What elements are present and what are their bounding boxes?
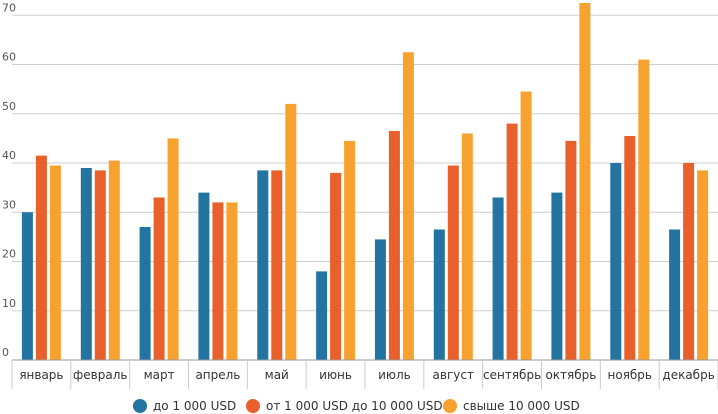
legend: до 1 000 USD от 1 000 USD до 10 000 USD св… (133, 399, 580, 413)
bar (579, 3, 591, 360)
bars (21, 3, 709, 361)
bar (520, 91, 532, 360)
bar (683, 163, 695, 360)
y-tick-label: 60 (2, 51, 16, 64)
bar (330, 172, 342, 360)
y-tick-labels: 0 10 20 30 40 50 60 70 (2, 1, 16, 359)
legend-swatch (246, 399, 260, 413)
x-tick-label: февраль (73, 368, 127, 382)
bar (551, 192, 563, 360)
bar (139, 227, 151, 360)
bar (461, 133, 473, 360)
y-tick-label: 20 (2, 248, 16, 261)
y-tick-label: 0 (2, 346, 9, 359)
x-tick-label: сентябрь (483, 368, 541, 382)
x-tick-label: октябрь (545, 368, 596, 382)
x-tick-label: июнь (319, 368, 352, 382)
legend-label: свыше 10 000 USD (463, 399, 580, 413)
bar (565, 140, 577, 360)
bar (492, 197, 504, 360)
bar (212, 202, 224, 360)
bar (94, 170, 106, 360)
bar (447, 165, 459, 360)
y-tick-label: 50 (2, 100, 16, 113)
bar (271, 170, 283, 360)
bar (506, 123, 518, 360)
legend-label: до 1 000 USD (153, 399, 236, 413)
bar (285, 103, 297, 361)
x-tick-label: май (265, 368, 289, 382)
bar (226, 202, 238, 360)
legend-swatch (443, 399, 457, 413)
bar (433, 229, 445, 360)
bar (669, 229, 681, 360)
legend-label: от 1 000 USD до 10 000 USD (266, 399, 443, 413)
y-tick-label: 40 (2, 149, 16, 162)
x-tick-label: апрель (195, 368, 240, 382)
bar (49, 165, 61, 360)
bar (35, 155, 47, 360)
bar (21, 212, 33, 360)
y-tick-label: 30 (2, 198, 16, 211)
x-tick-label: ноябрь (608, 368, 653, 382)
bar (167, 138, 179, 360)
bar (80, 168, 92, 360)
bar (624, 136, 636, 360)
bar (153, 197, 165, 360)
bar (374, 239, 386, 360)
bar (697, 170, 709, 360)
x-tick-label: январь (19, 368, 63, 382)
bar (316, 271, 328, 360)
bar (638, 59, 650, 360)
x-tick-label: август (433, 368, 474, 382)
bar (388, 131, 400, 360)
bar (610, 163, 622, 360)
grid-lines (12, 14, 718, 312)
bar (344, 140, 356, 360)
bar (198, 192, 210, 360)
bar (108, 160, 120, 360)
y-tick-label: 70 (2, 1, 16, 14)
bar (257, 170, 269, 360)
y-tick-label: 10 (2, 297, 16, 310)
x-tick-label: март (144, 368, 175, 382)
x-tick-label: июль (378, 368, 411, 382)
x-tick-label: декабрь (662, 368, 714, 382)
legend-swatch (133, 399, 147, 413)
x-axis: январь февраль март апрель май июнь июль август… (11, 359, 718, 389)
bar (402, 52, 414, 360)
